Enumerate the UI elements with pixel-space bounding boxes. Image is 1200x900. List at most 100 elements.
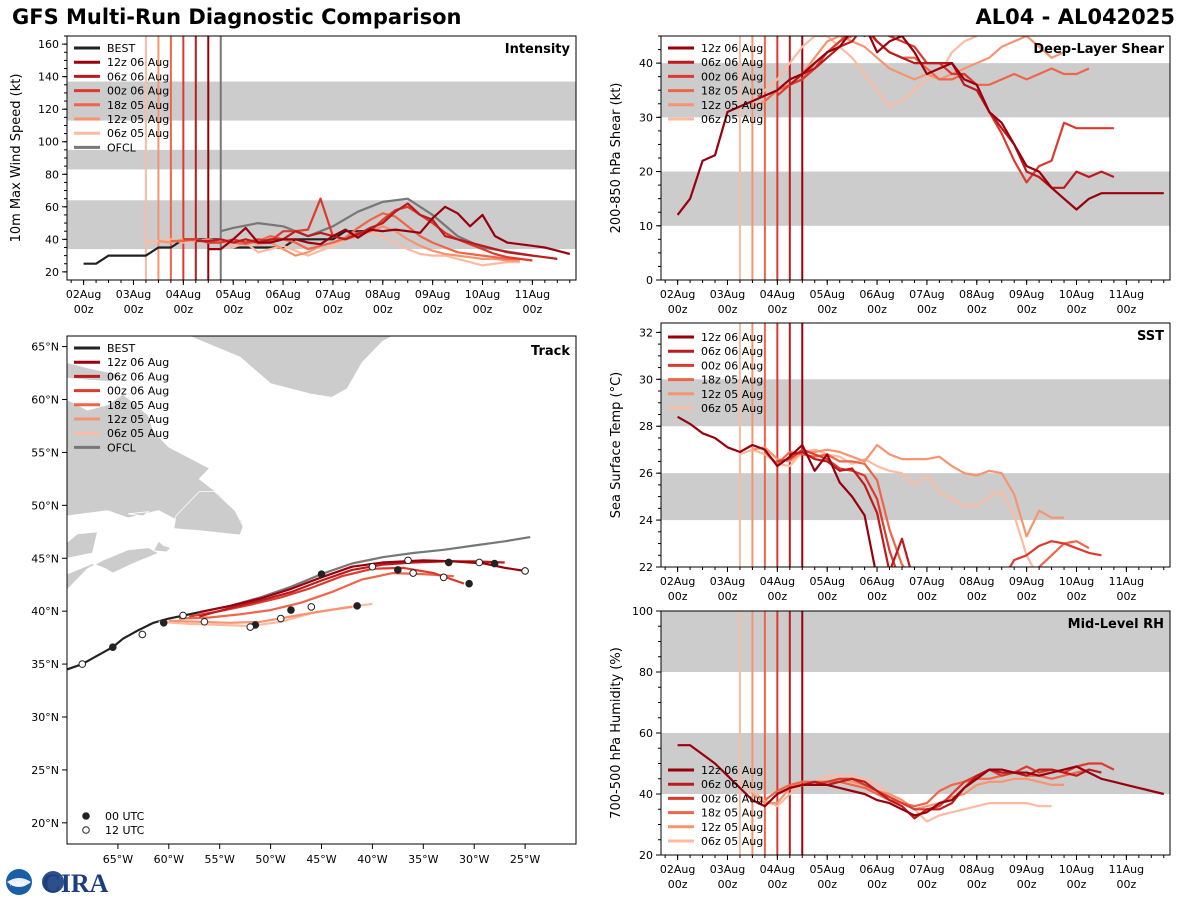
rh-xtick-label: 11Aug xyxy=(1109,863,1144,876)
sst-xtick-label: 09Aug xyxy=(1009,575,1044,588)
intensity-series-line xyxy=(208,205,571,256)
track-series-line xyxy=(199,560,505,618)
intensity-title: Intensity xyxy=(505,42,571,57)
track-legend-label: 00z 06 Aug xyxy=(107,385,169,398)
shear-xtick-label: 08Aug xyxy=(959,288,994,301)
shear-ytick-label: 40 xyxy=(639,57,653,70)
sst-xtick-label: 00z xyxy=(1067,590,1087,603)
shear-xtick-label: 04Aug xyxy=(760,288,795,301)
intensity-legend-label: BEST xyxy=(107,42,135,55)
intensity-xtick-label: 03Aug xyxy=(116,288,151,301)
track-marker xyxy=(439,573,448,582)
rh-legend-label: 12z 05 Aug xyxy=(701,821,763,834)
track-marker xyxy=(159,619,168,627)
rh-legend-label: 12z 06 Aug xyxy=(701,764,763,777)
intensity-xtick-label: 04Aug xyxy=(166,288,201,301)
intensity-ytick-label: 160 xyxy=(38,38,59,51)
track-ytick-label: 55°N xyxy=(31,446,59,459)
track-xtick-label: 65°W xyxy=(103,853,133,866)
rh-xtick-label: 02Aug xyxy=(660,863,695,876)
intensity-xtick-label: 00z xyxy=(423,303,443,316)
sst-xtick-label: 04Aug xyxy=(760,575,795,588)
track-marker xyxy=(307,603,316,611)
intensity-xtick-label: 00z xyxy=(373,303,393,316)
sst-xtick-label: 10Aug xyxy=(1059,575,1094,588)
intensity-series-line xyxy=(220,197,533,257)
track-ytick-label: 50°N xyxy=(31,499,59,512)
intensity-xtick-label: 11Aug xyxy=(515,288,550,301)
sst-xtick-label: 00z xyxy=(1017,590,1037,603)
sst-xtick-label: 11Aug xyxy=(1109,575,1144,588)
track-legend-label: 12z 05 Aug xyxy=(107,413,169,426)
shear-legend-label: 06z 06 Aug xyxy=(701,56,763,69)
rh-xtick-label: 00z xyxy=(718,878,738,891)
sst-ytick-label: 30 xyxy=(639,373,653,386)
shear-xtick-label: 00z xyxy=(1067,303,1087,316)
shear-series-line xyxy=(739,36,978,108)
rh-series-line xyxy=(789,768,1102,820)
sst-ytick-label: 32 xyxy=(639,326,653,339)
rh-xtick-label: 00z xyxy=(1017,878,1037,891)
track-legend-label: 06z 06 Aug xyxy=(107,370,169,383)
track-marker xyxy=(276,614,285,623)
rh-ytick-label: 20 xyxy=(639,849,653,862)
track-legend-label: OFCL xyxy=(107,441,137,454)
rh-plot-area xyxy=(661,611,1170,855)
sst-band xyxy=(661,473,1170,521)
track-land xyxy=(67,531,99,559)
intensity-legend-label: 06z 06 Aug xyxy=(107,70,169,83)
shear-ytick-label: 30 xyxy=(639,111,653,124)
rh-legend-label: 18z 05 Aug xyxy=(701,807,763,820)
sst-xtick-label: 06Aug xyxy=(859,575,894,588)
sst-xtick-label: 00z xyxy=(668,590,688,603)
track-marker xyxy=(138,630,147,639)
track-ytick-label: 30°N xyxy=(31,711,59,724)
rh-series-line xyxy=(677,744,1165,817)
intensity-ytick-label: 120 xyxy=(38,103,59,116)
rh-xtick-label: 07Aug xyxy=(909,863,944,876)
rh-xtick-label: 06Aug xyxy=(859,863,894,876)
track-legend-label: 12z 06 Aug xyxy=(107,356,169,369)
rh-xtick-label: 00z xyxy=(767,878,787,891)
track-marker-legend-symbol xyxy=(82,812,90,820)
shear-legend-label: 12z 05 Aug xyxy=(701,99,763,112)
sst-ytick-label: 26 xyxy=(639,467,653,480)
storm-id: AL04 - AL042025 xyxy=(975,5,1176,29)
sst-xtick-label: 00z xyxy=(767,590,787,603)
shear-xtick-label: 00z xyxy=(867,303,887,316)
shear-xtick-label: 07Aug xyxy=(909,288,944,301)
sst-plot-area xyxy=(661,323,1170,567)
rh-xtick-label: 00z xyxy=(917,878,937,891)
intensity-legend-label: 00z 06 Aug xyxy=(107,85,169,98)
sst-legend-label: 12z 06 Aug xyxy=(701,331,763,344)
intensity-ytick-label: 60 xyxy=(45,201,59,214)
intensity-xtick-label: 07Aug xyxy=(315,288,350,301)
shear-xtick-label: 03Aug xyxy=(710,288,745,301)
track-plot-area xyxy=(67,336,531,671)
track-legend-label: BEST xyxy=(107,342,135,355)
rh-xtick-label: 00z xyxy=(867,878,887,891)
shear-legend-label: 00z 06 Aug xyxy=(701,70,763,83)
track-xtick-label: 25°W xyxy=(510,853,540,866)
intensity-xtick-label: 10Aug xyxy=(465,288,500,301)
intensity-xtick-label: 00z xyxy=(124,303,144,316)
intensity-xtick-label: 00z xyxy=(323,303,343,316)
track-land xyxy=(67,547,160,591)
track-marker xyxy=(109,643,117,651)
track-land xyxy=(152,540,172,553)
intensity-xtick-label: 00z xyxy=(473,303,493,316)
intensity-band xyxy=(67,149,576,170)
intensity-xtick-label: 00z xyxy=(522,303,542,316)
track-marker xyxy=(78,660,87,668)
track-marker xyxy=(475,558,484,567)
intensity-xtick-label: 09Aug xyxy=(415,288,450,301)
shear-xtick-label: 10Aug xyxy=(1059,288,1094,301)
noaa-logo-text: NOAA xyxy=(10,882,25,888)
shear-plot-area xyxy=(661,36,1170,280)
rh-xtick-label: 05Aug xyxy=(809,863,844,876)
rh-band xyxy=(661,611,1170,672)
shear-series-line xyxy=(776,36,1114,184)
